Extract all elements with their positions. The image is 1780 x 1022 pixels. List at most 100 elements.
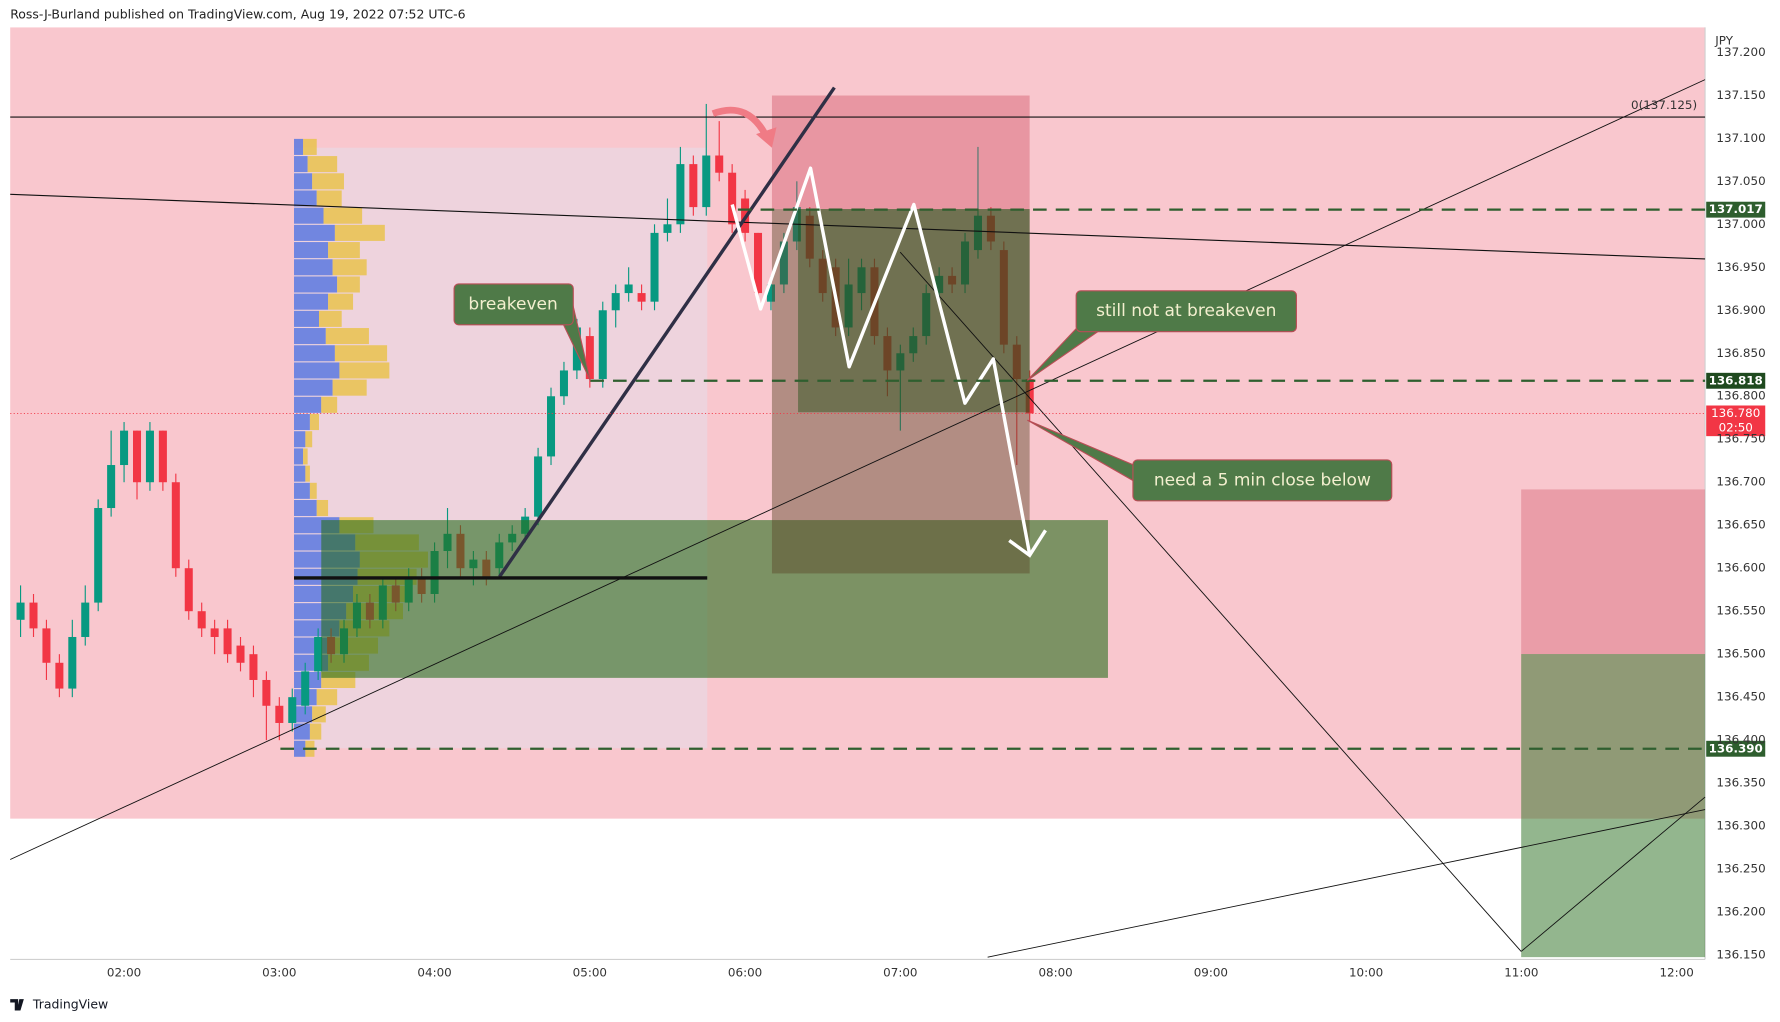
y-tick-label: 136.900 xyxy=(1716,303,1765,317)
callout-text: still not at breakeven xyxy=(1096,301,1276,321)
profile-down xyxy=(305,465,310,482)
candle-body xyxy=(909,336,918,354)
profile-up xyxy=(294,396,322,413)
candle-body xyxy=(236,645,245,663)
trend-line xyxy=(1520,796,1706,952)
candle-body xyxy=(1012,344,1021,380)
candle-body xyxy=(223,628,232,655)
demand-box xyxy=(321,520,1108,678)
candle-body xyxy=(650,232,659,302)
logo-icon xyxy=(10,999,24,1011)
y-tick-label: 136.150 xyxy=(1716,948,1765,962)
profile-down xyxy=(316,499,329,517)
candle-body xyxy=(883,336,892,371)
candle-body xyxy=(766,284,775,302)
profile-down xyxy=(312,706,326,723)
y-tick-label: 136.700 xyxy=(1716,475,1765,489)
profile-up xyxy=(294,431,306,448)
x-tick-label: 08:00 xyxy=(1038,966,1072,980)
candle-body xyxy=(948,275,957,285)
candle-body xyxy=(611,293,620,311)
y-tick-label: 136.650 xyxy=(1716,518,1765,532)
candle-body xyxy=(547,396,556,457)
candle-body xyxy=(637,293,646,302)
profile-up xyxy=(294,414,310,431)
candle-body xyxy=(689,164,698,208)
candle-body xyxy=(16,602,25,620)
profile-up xyxy=(294,207,324,224)
candle-body xyxy=(55,662,64,689)
profile-up xyxy=(294,328,326,345)
profile-down xyxy=(303,138,317,155)
profile-down xyxy=(318,310,342,327)
candle-body xyxy=(68,636,77,689)
x-tick-label: 04:00 xyxy=(417,966,451,980)
y-tick-label: 136.400 xyxy=(1716,733,1765,747)
profile-down xyxy=(309,414,319,431)
candle-body xyxy=(715,155,724,173)
candle-body xyxy=(29,602,38,629)
header: Ross-J-Burland published on TradingView.… xyxy=(10,6,465,21)
profile-down xyxy=(332,379,367,396)
candle-body xyxy=(1025,379,1034,414)
backdrop xyxy=(10,27,1706,960)
profile-up xyxy=(294,723,310,740)
y-tick-label: 136.950 xyxy=(1716,260,1765,274)
candle-body xyxy=(702,155,711,208)
candle-body xyxy=(288,697,297,723)
y-tick-label: 136.550 xyxy=(1716,604,1765,618)
y-tick-label: 136.350 xyxy=(1716,776,1765,790)
profile-up xyxy=(294,448,304,465)
stop-zone xyxy=(771,95,1030,210)
profile-down xyxy=(334,224,385,241)
profile-down xyxy=(316,689,338,706)
candle-body xyxy=(663,224,672,233)
x-tick-label: 09:00 xyxy=(1194,966,1228,980)
profile-up xyxy=(294,499,317,517)
y-tick-label: 137.200 xyxy=(1716,45,1765,59)
support-line xyxy=(498,86,836,578)
level-badge xyxy=(1706,740,1766,757)
x-tick-label: 12:00 xyxy=(1659,966,1693,980)
x-tick-label: 11:00 xyxy=(1504,966,1538,980)
candle-body xyxy=(158,430,167,483)
level-badge xyxy=(1706,201,1766,218)
level-label: 137.017 xyxy=(1709,202,1763,216)
profile-down xyxy=(309,482,317,499)
y-tick-label: 137.150 xyxy=(1716,88,1765,102)
candle-body xyxy=(81,602,90,637)
trend-line xyxy=(987,809,1706,958)
candle-body xyxy=(754,232,763,294)
axes: 0(137.125) JPY 136.150 136.200 136.250 136.… xyxy=(107,34,1766,980)
candle-body xyxy=(107,465,116,509)
profile-down xyxy=(339,362,390,379)
profile-down xyxy=(305,431,313,448)
profile-down xyxy=(328,293,354,310)
y-tick-label: 137.000 xyxy=(1716,217,1765,231)
profile-up xyxy=(294,242,329,259)
profile-up xyxy=(294,345,335,362)
callout-box xyxy=(1075,290,1297,333)
candle-body xyxy=(120,430,129,466)
x-tick-label: 07:00 xyxy=(883,966,917,980)
candle-body xyxy=(896,353,905,371)
profile-up xyxy=(294,156,308,173)
candle-body xyxy=(818,258,827,294)
x-tick-label: 02:00 xyxy=(107,966,141,980)
level-label: 136.390 xyxy=(1709,741,1763,755)
profile-up xyxy=(294,190,317,207)
y-tick-label: 137.050 xyxy=(1716,174,1765,188)
countdown: 02:50 xyxy=(1719,421,1753,435)
profile-down xyxy=(312,173,344,190)
last-price-badge xyxy=(1706,405,1766,437)
profile-up xyxy=(294,276,338,293)
profile-up xyxy=(294,482,310,499)
profile-down xyxy=(303,448,308,465)
candle-body xyxy=(728,172,737,225)
candle-body xyxy=(534,456,543,517)
candle-body xyxy=(275,705,284,723)
projection-path xyxy=(730,166,1032,555)
